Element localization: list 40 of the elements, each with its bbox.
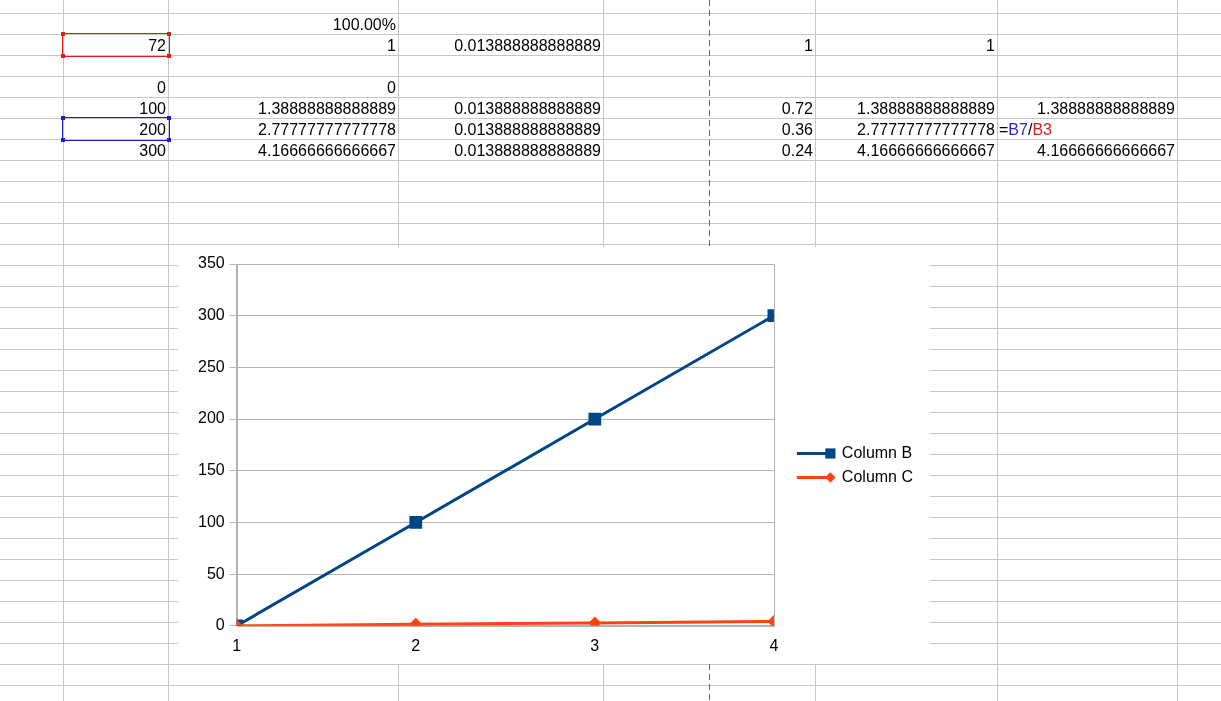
text: 72 [148, 37, 166, 54]
y-tick-label: 250 [197, 357, 225, 375]
y-tick-label: 0 [215, 616, 225, 634]
y-tick-label: 100 [197, 512, 225, 530]
y-tick-label: 200 [197, 409, 225, 427]
text: 0.72 [781, 100, 813, 117]
text: 4.16666666666667 [258, 142, 396, 159]
text: 200 [139, 121, 166, 138]
text: 1 [986, 37, 995, 54]
x-tick-label: 4 [769, 636, 779, 654]
text: =B7/B3 [999, 121, 1052, 138]
text: 100 [139, 100, 166, 117]
x-tick-label: 2 [411, 636, 421, 654]
text: 0.013888888888889 [454, 121, 601, 138]
text: 1 [387, 37, 396, 54]
text: 1.38888888888889 [857, 100, 995, 117]
text: 0.013888888888889 [454, 142, 601, 159]
text: 1.38888888888889 [258, 100, 396, 117]
text: 300 [139, 142, 166, 159]
text: 2.77777777777778 [857, 121, 995, 138]
text: 4.16666666666667 [1037, 142, 1175, 159]
y-tick-label: 50 [206, 564, 225, 582]
x-tick-label: 3 [590, 636, 600, 654]
text: 1 [804, 37, 813, 54]
text: 0 [157, 79, 166, 96]
legend-label: Column B [841, 443, 913, 461]
y-tick-label: 350 [197, 254, 225, 272]
x-tick-label: 1 [232, 636, 242, 654]
text: 0.013888888888889 [454, 37, 601, 54]
text: 1.38888888888889 [1037, 100, 1175, 117]
text: 0.36 [781, 121, 813, 138]
text: 2.77777777777778 [258, 121, 396, 138]
text: 0 [387, 79, 396, 96]
y-tick-label: 300 [197, 306, 225, 324]
legend-label: Column C [841, 467, 914, 485]
text: 100.00% [332, 16, 396, 33]
y-tick-label: 150 [197, 461, 225, 479]
text: 0.013888888888889 [454, 100, 601, 117]
text: 4.16666666666667 [857, 142, 995, 159]
text: 0.24 [781, 142, 813, 159]
